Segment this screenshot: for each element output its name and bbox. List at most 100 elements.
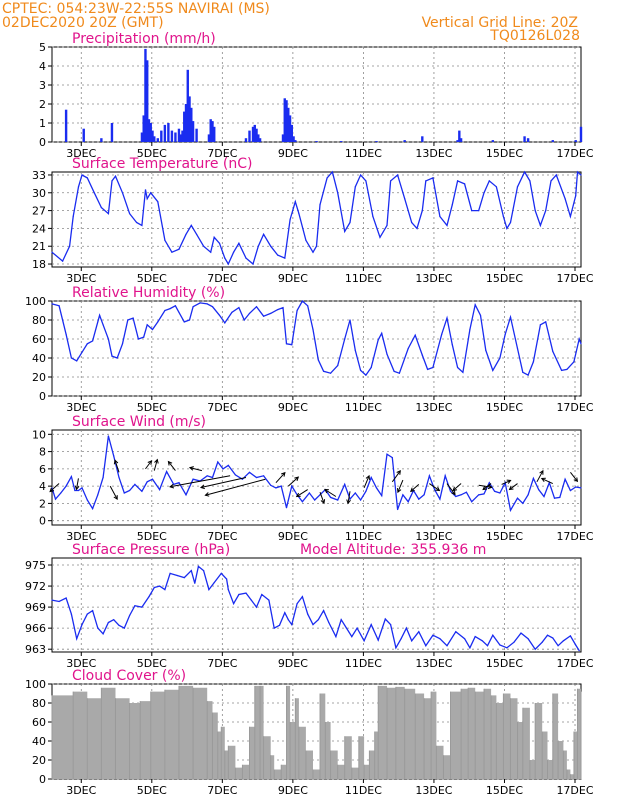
wind-arrow-head	[508, 485, 514, 491]
panel-frame	[51, 46, 582, 143]
precip-bar	[195, 128, 198, 142]
wind-arrow-shaft	[287, 476, 299, 487]
data-point	[92, 508, 94, 510]
data-point	[243, 319, 245, 321]
data-point	[407, 347, 409, 350]
precip-bar	[283, 98, 286, 142]
data-point	[520, 632, 522, 634]
cloud-cover-area	[52, 685, 581, 779]
data-point	[257, 245, 259, 247]
data-point	[263, 315, 265, 317]
data-point	[397, 508, 399, 511]
panel-title: Cloud Cover (%)	[72, 668, 186, 684]
data-point	[552, 350, 554, 352]
x-tick-label: 7DEC	[207, 401, 237, 414]
data-point	[153, 586, 155, 589]
header-grid-line-note: Vertical Grid Line: 20Z	[422, 15, 578, 31]
x-tick-label: 15DEC	[486, 147, 523, 160]
x-tick-label: 13DEC	[415, 147, 452, 160]
x-tick-label: 13DEC	[415, 784, 452, 797]
data-point	[344, 230, 346, 232]
data-point	[478, 210, 480, 212]
data-point	[241, 478, 243, 480]
data-point	[203, 570, 205, 572]
x-tick-label: 7DEC	[207, 784, 237, 797]
data-point	[178, 248, 180, 250]
data-point	[538, 489, 540, 491]
data-point	[386, 353, 388, 355]
data-point	[270, 484, 272, 486]
data-point	[516, 347, 519, 350]
wind-arrow-shaft	[170, 475, 231, 488]
data-point	[196, 233, 198, 235]
data-point	[553, 497, 556, 499]
y-tick-label: 0	[39, 136, 46, 149]
wind-arrow-head	[167, 460, 173, 466]
wind-arrow-head	[365, 474, 370, 480]
wind-arrow-head	[169, 483, 175, 489]
data-point	[506, 227, 508, 229]
data-point	[370, 366, 372, 369]
data-point	[488, 482, 490, 484]
data-point	[190, 224, 192, 226]
data-point	[432, 634, 434, 636]
data-point	[107, 213, 109, 215]
data-point	[301, 596, 303, 598]
precip-bar	[456, 140, 459, 142]
data-point	[227, 464, 229, 466]
wind-arrow-head	[199, 484, 205, 490]
data-point	[92, 340, 94, 342]
data-point	[77, 186, 80, 188]
precip-bar	[64, 109, 68, 142]
header-model-id: TQ0126L028	[489, 28, 580, 44]
data-point	[263, 233, 265, 235]
panel-4: Surface Wind (m/s) 0 2 4 6 8 10 3DEC 5DEC 7DEC 9DE…	[32, 414, 594, 543]
precip-bar	[251, 126, 255, 142]
wind-arrow-shaft	[49, 483, 60, 492]
data-point	[143, 336, 145, 338]
data-point	[213, 582, 215, 584]
data-point	[395, 647, 397, 649]
wind-arrow-shaft	[145, 460, 152, 470]
data-point	[469, 647, 471, 649]
wind-arrow-head	[320, 499, 326, 505]
data-point	[354, 186, 356, 188]
wind-arrow-shaft	[324, 489, 337, 497]
data-point	[107, 621, 109, 624]
data-point	[575, 644, 577, 646]
data-point	[312, 624, 314, 626]
data-point	[317, 619, 319, 621]
precip-bar	[184, 104, 188, 142]
data-point	[335, 636, 337, 638]
y-tick-label: 6	[39, 463, 46, 476]
data-point	[509, 509, 512, 511]
y-tick-label: 8	[39, 446, 46, 459]
y-tick-label: 30	[32, 187, 46, 200]
precip-bar	[375, 141, 378, 142]
x-tick-label: 11DEC	[345, 530, 382, 543]
x-tick-label: 15DEC	[486, 530, 523, 543]
precip-bar	[174, 132, 177, 142]
header-run-date: 02DEC2020 20Z (GMT)	[2, 15, 164, 31]
data-point	[360, 174, 362, 176]
x-tick-label: 11DEC	[345, 401, 382, 414]
precip-bar	[403, 140, 406, 142]
data-point	[171, 251, 173, 253]
data-point	[255, 306, 258, 308]
data-point	[573, 361, 575, 363]
x-tick-label: 3DEC	[66, 784, 96, 797]
data-point	[159, 489, 161, 491]
data-point	[178, 482, 180, 484]
data-point	[381, 495, 383, 497]
data-point	[222, 468, 224, 470]
data-point	[349, 498, 351, 500]
data-point	[351, 636, 353, 638]
data-point	[559, 496, 561, 498]
data-point	[349, 221, 351, 224]
data-point	[285, 343, 288, 345]
data-point	[529, 180, 531, 182]
data-point	[164, 239, 166, 241]
precip-bar	[526, 138, 530, 142]
data-point	[337, 365, 339, 367]
data-point	[439, 638, 441, 640]
